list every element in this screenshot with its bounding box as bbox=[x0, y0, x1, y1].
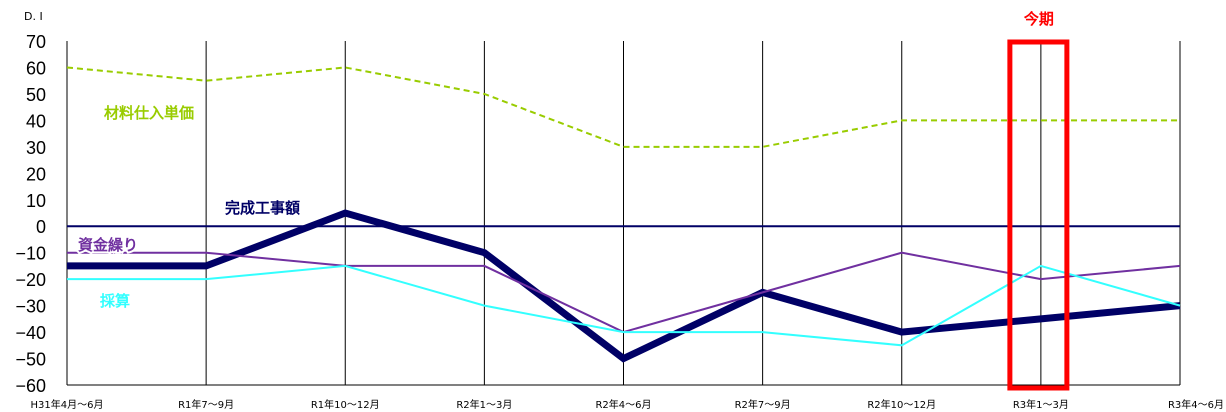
series-label: 採算 bbox=[100, 292, 130, 310]
y-tick-label: 30 bbox=[26, 138, 46, 158]
x-tick-label: R1年7～9月 bbox=[178, 398, 234, 411]
y-tick-label: 0 bbox=[36, 217, 46, 237]
series-line bbox=[67, 264, 1181, 347]
x-tick-label: R3年4～6月 bbox=[1168, 398, 1224, 411]
y-tick-label: −40 bbox=[15, 323, 46, 343]
y-tick-label: −30 bbox=[15, 297, 46, 317]
y-tick-label: −50 bbox=[15, 350, 46, 370]
y-tick-label: −10 bbox=[15, 244, 46, 264]
y-axis-ticks: 70 60 50 40 30 20 10 0 −10 −20 −30 −40 −50 −60 bbox=[15, 32, 46, 396]
highlight-box bbox=[1007, 39, 1070, 391]
x-tick-label: R2年10～12月 bbox=[867, 398, 936, 411]
y-tick-label: 40 bbox=[26, 111, 46, 131]
y-tick-label: 50 bbox=[26, 85, 46, 105]
axes bbox=[66, 41, 1180, 386]
series-label: 資金繰り bbox=[78, 236, 138, 254]
x-tick-label: R2年4～6月 bbox=[595, 398, 651, 411]
series-lines bbox=[66, 66, 1181, 363]
y-axis-unit-label: D. I bbox=[24, 10, 43, 23]
x-tick-label: R3年1～3月 bbox=[1013, 398, 1069, 411]
y-tick-label: 20 bbox=[26, 164, 46, 184]
x-tick-label: R1年10～12月 bbox=[311, 398, 380, 411]
x-tick-label: H31年4月～6月 bbox=[31, 398, 104, 411]
series-line bbox=[66, 66, 1180, 148]
y-tick-label: 70 bbox=[26, 32, 46, 52]
y-tick-label: 10 bbox=[26, 191, 46, 211]
series-line bbox=[67, 209, 1181, 363]
series-label: 材料仕入単価 bbox=[104, 104, 194, 122]
current-period-highlight: 今期 bbox=[1007, 10, 1070, 391]
x-axis-ticks: H31年4月～6月 R1年7～9月 R1年10～12月 R2年1～3月 R2年4～6月 R… bbox=[31, 398, 1224, 411]
x-tick-label: R2年1～3月 bbox=[456, 398, 512, 411]
y-tick-label: −20 bbox=[15, 270, 46, 290]
y-tick-label: −60 bbox=[15, 376, 46, 396]
series-label: 完成工事額 bbox=[225, 199, 300, 217]
grid-lines bbox=[205, 41, 1181, 385]
highlight-label: 今期 bbox=[1023, 10, 1054, 28]
x-tick-label: R2年7～9月 bbox=[735, 398, 791, 411]
y-tick-label: 60 bbox=[26, 58, 46, 78]
